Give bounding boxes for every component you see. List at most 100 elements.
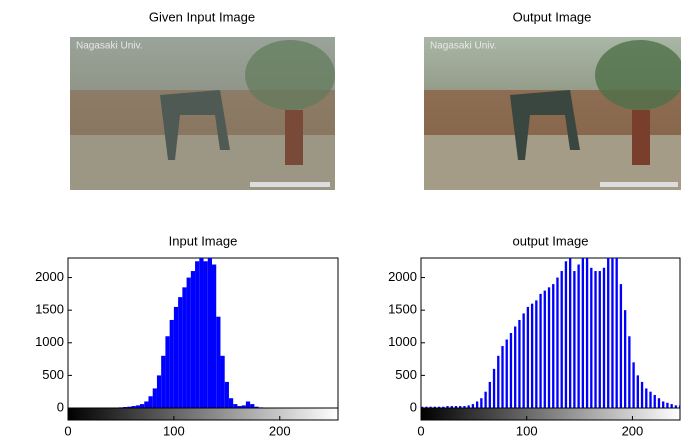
bar [543, 290, 546, 408]
watermark: Nagasaki Univ. [430, 41, 497, 52]
bar [645, 388, 648, 408]
bar [505, 339, 508, 408]
bar [581, 258, 585, 408]
bar [459, 406, 462, 408]
y-tick-label: 500 [395, 367, 417, 382]
x-tick-label: 100 [163, 423, 185, 438]
bar [678, 405, 680, 408]
bar [497, 355, 500, 408]
bar [484, 391, 487, 408]
bar [237, 406, 242, 408]
bar [144, 401, 149, 408]
bar [152, 388, 157, 408]
bar [564, 261, 568, 408]
bar [492, 368, 496, 408]
bar [636, 375, 639, 408]
chart-title: output Image [513, 233, 589, 248]
bar [127, 406, 132, 408]
bar [632, 362, 635, 408]
colorbar [420, 407, 681, 421]
image-title: Output Image [513, 9, 592, 24]
bar [598, 271, 601, 408]
bar [250, 404, 255, 408]
bar [556, 277, 559, 408]
bar [475, 401, 479, 408]
bar [522, 313, 525, 408]
bar [607, 258, 610, 408]
bar [161, 355, 166, 408]
bar [207, 258, 212, 408]
y-tick-label: 2000 [388, 269, 417, 284]
bar [241, 405, 246, 408]
output-image: Nagasaki Univ. [424, 37, 681, 190]
bar [245, 401, 251, 408]
bar [611, 258, 614, 408]
bar [199, 258, 204, 408]
bar [602, 267, 606, 408]
bar [530, 303, 534, 408]
bar [662, 401, 665, 408]
bar [619, 284, 623, 408]
bar [195, 261, 200, 408]
x-tick-label: 0 [64, 423, 71, 438]
x-tick-label: 0 [417, 423, 424, 438]
bar [442, 406, 445, 408]
bar [421, 406, 424, 408]
bar [573, 271, 576, 408]
x-tick-label: 200 [269, 423, 291, 438]
bar [653, 394, 656, 408]
bar [165, 336, 170, 408]
bar [224, 381, 229, 408]
bar [169, 319, 174, 408]
bar [148, 396, 153, 408]
bar [670, 404, 673, 408]
bar [186, 277, 191, 408]
bar [220, 355, 225, 408]
bars [421, 258, 680, 408]
bar [509, 333, 513, 408]
histogram-chart: output Image 0 500 1000 1500 2000 0 100 200 [388, 233, 681, 438]
bar [450, 406, 453, 408]
input-image: Nagasaki Univ. [70, 37, 335, 190]
bar [446, 406, 449, 408]
y-tick-label: 1500 [388, 302, 417, 317]
bar [488, 381, 491, 408]
bar [454, 406, 458, 408]
y-tick-label: 1000 [388, 334, 417, 349]
bar [539, 293, 542, 408]
x-tick-label: 200 [622, 423, 644, 438]
bar [233, 404, 238, 408]
bar [131, 406, 136, 408]
bar [463, 406, 466, 408]
bar [182, 287, 187, 408]
bar [640, 381, 644, 408]
x-tick-label: 100 [516, 423, 538, 438]
bar [425, 406, 428, 408]
bar [190, 271, 196, 408]
bar [429, 406, 432, 408]
bar [480, 398, 483, 408]
bar [666, 402, 669, 408]
bar [514, 326, 517, 408]
chart-title: Input Image [169, 233, 238, 248]
bar [623, 310, 627, 408]
image-title: Given Input Image [149, 9, 255, 24]
y-tick-label: 500 [42, 367, 64, 382]
y-tick-label: 2000 [35, 269, 64, 284]
bar [228, 398, 234, 408]
bar [657, 398, 661, 408]
bar [547, 287, 551, 408]
bar [535, 300, 538, 408]
bar [178, 297, 183, 408]
y-tick-label: 1000 [35, 334, 64, 349]
bar [467, 405, 470, 408]
bar [628, 336, 631, 408]
bar [526, 306, 530, 408]
bar [216, 316, 221, 408]
bar [560, 271, 563, 408]
colorbar [67, 407, 339, 421]
bar [590, 267, 593, 408]
bar [203, 261, 208, 408]
y-tick-label: 0 [410, 399, 417, 414]
bar [518, 319, 521, 408]
